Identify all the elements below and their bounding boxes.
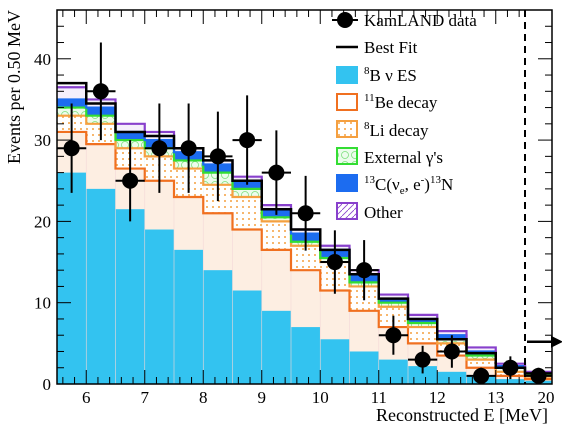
y-tick-label: 20 (34, 212, 51, 231)
legend-label-other: Other (364, 203, 403, 222)
legend-label-8b: 8B ν ES (364, 65, 417, 85)
stack-bar-0-12 (408, 366, 438, 384)
legend-label-8li: 8Li decay (364, 120, 429, 140)
data-point (92, 83, 109, 100)
data-point (151, 140, 168, 157)
data-point (356, 262, 373, 279)
data-point (502, 359, 519, 376)
data-point (268, 164, 285, 181)
y-tick-label: 30 (34, 131, 51, 150)
stack-bar-0-13 (437, 371, 467, 384)
data-point (385, 327, 402, 344)
y-tick-label: 0 (43, 375, 52, 394)
data-point (414, 351, 431, 368)
stack-bar-0-4 (174, 249, 204, 384)
data-point (530, 367, 547, 384)
x-tick-label: 13 (487, 388, 504, 407)
x-tick-label: 11 (371, 388, 387, 407)
data-point (473, 367, 490, 384)
legend-swatch-external (336, 147, 358, 165)
x-tick-label: 8 (199, 388, 208, 407)
legend-label-data: KamLAND data (364, 11, 477, 30)
legend: KamLAND data Best Fit 8B ν ES 11Be decay… (332, 11, 477, 222)
x-tick-label: 10 (312, 388, 329, 407)
stack-bars-layer (57, 86, 552, 385)
stack-outline-1 (57, 130, 552, 381)
overflow-arrow-icon (551, 335, 562, 348)
legend-swatch-8b (336, 66, 358, 84)
data-point (239, 132, 256, 149)
data-point (297, 205, 314, 222)
plot-frame (56, 9, 553, 385)
stack-bar-0-5 (203, 270, 233, 384)
stack-bar-0-0 (57, 172, 87, 384)
data-point (180, 140, 197, 157)
stack-bar-0-7 (261, 310, 291, 384)
stack-bar-0-10 (349, 351, 379, 384)
legend-data-marker-icon (337, 12, 353, 28)
stack-bar-0-2 (115, 209, 145, 384)
data-point (122, 172, 139, 189)
legend-swatch-other (336, 202, 358, 220)
stack-bar-0-8 (291, 327, 321, 384)
x-tick-label: 12 (429, 388, 446, 407)
legend-label-external: External γ's (364, 148, 443, 167)
stack-bar-0-1 (86, 188, 116, 384)
x-axis-title: Reconstructed E [MeV] (376, 405, 548, 425)
y-axis-title: Events per 0.50 MeV (4, 10, 24, 164)
stack-bar-0-9 (320, 339, 350, 384)
stack-bar-0-6 (232, 290, 262, 384)
stack-bar-0-3 (144, 229, 174, 384)
x-tick-label: 7 (141, 388, 150, 407)
x-tick-label: 6 (82, 388, 91, 407)
x-tick-label: 9 (258, 388, 267, 407)
data-point (443, 343, 460, 360)
legend-swatch-13c (336, 174, 358, 192)
stack-bar-0-15 (495, 379, 525, 384)
legend-label-best-fit: Best Fit (364, 38, 418, 57)
data-points-layer (57, 42, 553, 384)
data-point (209, 148, 226, 165)
data-point (63, 140, 80, 157)
legend-swatch-11be (336, 93, 358, 111)
stack-bar-0-11 (378, 359, 408, 384)
legend-label-13c: 13C(νe, e-)13N (364, 174, 453, 197)
data-point (326, 254, 343, 271)
y-tick-label: 40 (34, 50, 51, 69)
y-tick-label: 10 (34, 294, 51, 313)
legend-label-11be: 11Be decay (364, 92, 438, 112)
legend-swatch-8li (336, 120, 358, 138)
x-tick-label: 20 (538, 388, 555, 407)
